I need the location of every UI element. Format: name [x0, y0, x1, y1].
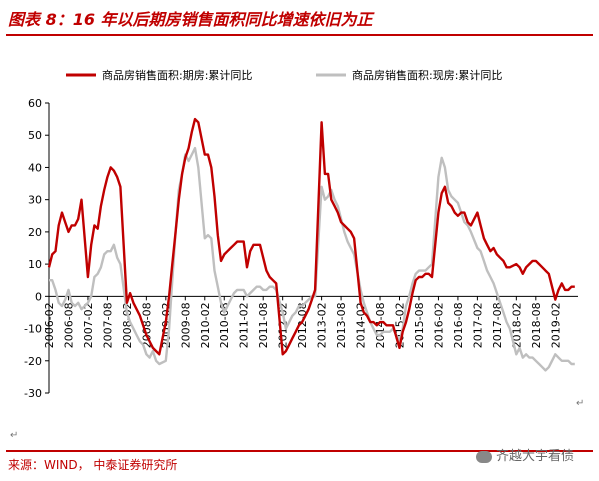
x-tick-label: 2008-02 [121, 302, 134, 348]
y-tick-label: -10 [24, 323, 42, 336]
watermark: 齐越大宇看债 [476, 445, 574, 464]
legend-label-1: 商品房销售面积:期房:累计同比 [102, 68, 252, 82]
y-tick-label: 30 [28, 194, 42, 207]
x-tick-label: 2019-02 [549, 302, 562, 348]
y-tick-label: -30 [24, 387, 42, 400]
page-title: 图表 8：16 年以后期房销售面积同比增速依旧为正 [8, 10, 373, 29]
y-tick-label: 0 [35, 290, 42, 303]
series-line-1 [47, 117, 575, 356]
legend-label-2: 商品房销售面积:现房:累计同比 [352, 68, 502, 82]
x-tick-label: 2017-08 [491, 302, 504, 348]
x-tick-label: 2007-02 [82, 302, 95, 348]
x-tick-label: 2013-08 [335, 302, 348, 348]
x-tick-label: 2017-02 [471, 302, 484, 348]
x-tick-label: 2016-08 [452, 302, 465, 348]
x-tick-label: 2008-08 [140, 302, 153, 348]
y-tick-label: 40 [28, 161, 42, 174]
x-tick-label: 2013-02 [316, 302, 329, 348]
paragraph-mark-2: ↵ [10, 430, 19, 441]
watermark-text: 齐越大宇看债 [496, 449, 575, 464]
y-tick-label: 10 [28, 258, 42, 271]
wechat-icon [476, 450, 492, 463]
series-line-2 [49, 146, 575, 372]
paragraph-mark-1: ↵ [576, 398, 585, 409]
x-tick-label: 2016-02 [432, 302, 445, 348]
x-tick-label: 2006-08 [62, 302, 75, 348]
x-tick-label: 2010-02 [199, 302, 212, 348]
x-tick-label: 2014-08 [374, 302, 387, 348]
source-note: 来源：WIND， 中泰证券研究所 [8, 458, 178, 472]
chart-legend: 商品房销售面积:期房:累计同比 商品房销售面积:现房:累计同比 [66, 68, 502, 82]
x-tick-label: 2015-08 [413, 302, 426, 348]
x-tick-label: 2010-08 [218, 302, 231, 348]
y-tick-label: 60 [28, 97, 42, 110]
x-tick-label: 2018-08 [530, 302, 543, 348]
x-tick-label: 2007-08 [101, 302, 114, 348]
x-tick-label: 2011-08 [257, 302, 270, 348]
y-tick-label: 20 [28, 226, 42, 239]
x-tick-label: 2011-02 [238, 302, 251, 348]
y-tick-label: -20 [24, 355, 42, 368]
x-axis: 2006-02 2006-08 2007-02 2007-08 2008-02 2008-… [43, 295, 578, 348]
title-divider [6, 34, 593, 36]
y-axis: -30 -20 -10 0 10 20 30 40 50 60 [24, 97, 50, 400]
x-tick-label: 2006-02 [43, 302, 56, 348]
y-tick-label: 50 [28, 129, 42, 142]
x-tick-label: 2018-02 [510, 302, 523, 348]
series-layer [47, 117, 575, 372]
x-tick-label: 2009-08 [179, 302, 192, 348]
footer-divider [6, 450, 593, 452]
